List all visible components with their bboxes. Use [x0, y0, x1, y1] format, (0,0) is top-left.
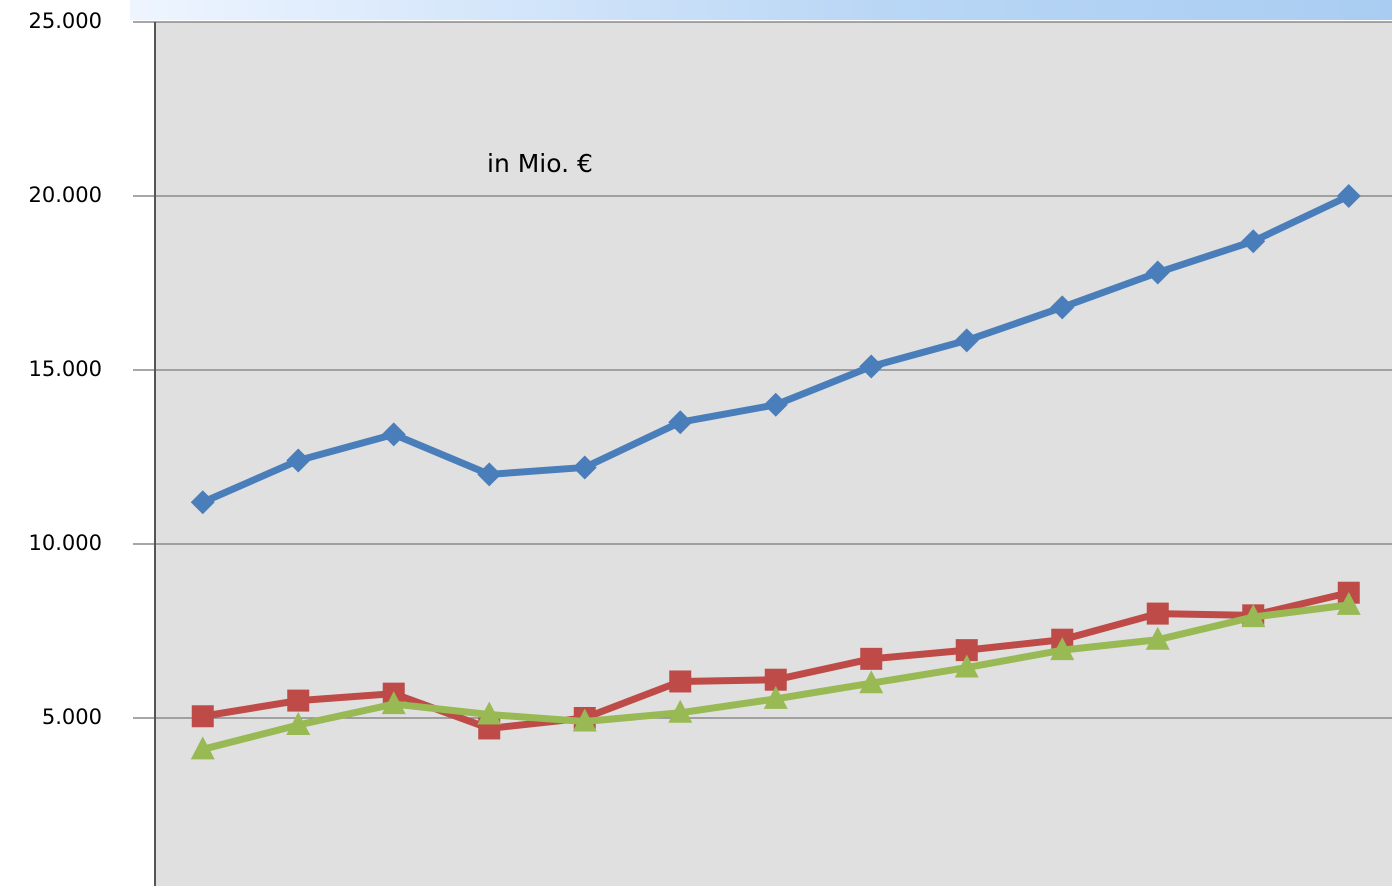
y-tick-label: 25.000 [29, 9, 102, 33]
marker [668, 410, 693, 435]
marker [286, 448, 311, 473]
marker [1145, 626, 1170, 650]
y-tick-label: 15.000 [29, 357, 102, 381]
marker [1336, 591, 1361, 615]
marker [572, 455, 597, 480]
marker [381, 691, 406, 715]
series-group [190, 184, 1361, 760]
y-tick-label: 5.000 [42, 705, 102, 729]
marker [1146, 602, 1169, 625]
marker [954, 654, 979, 678]
marker [763, 392, 788, 417]
marker [477, 701, 502, 725]
marker [477, 462, 502, 487]
marker [859, 354, 884, 379]
marker [1050, 637, 1075, 661]
marker [1241, 229, 1266, 254]
marker [954, 328, 979, 353]
marker [286, 711, 311, 735]
annotation: in Mio. € [487, 149, 593, 178]
header-band [130, 0, 1392, 20]
plot-area [155, 22, 1392, 886]
grid [133, 21, 1392, 719]
marker [1241, 604, 1266, 628]
marker [287, 689, 310, 712]
y-tick-label: 20.000 [29, 183, 102, 207]
marker [859, 670, 884, 694]
marker [1336, 184, 1361, 208]
marker [381, 422, 406, 447]
marker [1050, 295, 1075, 320]
marker [669, 670, 692, 693]
marker [668, 699, 693, 723]
marker [763, 685, 788, 709]
marker [190, 490, 215, 515]
marker [191, 705, 214, 728]
marker [860, 647, 883, 670]
y-tick-label: 10.000 [29, 531, 102, 555]
marker [764, 668, 787, 691]
marker [1145, 260, 1170, 285]
marker [190, 736, 215, 760]
marker [572, 708, 597, 732]
marker [955, 639, 978, 662]
